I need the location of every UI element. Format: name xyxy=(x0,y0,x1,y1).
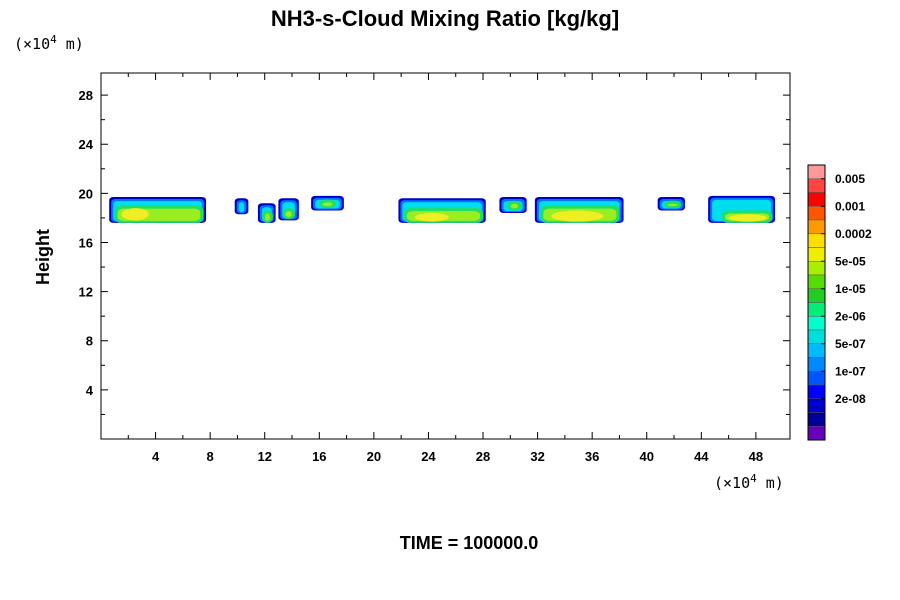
colorbar-swatch xyxy=(807,274,826,289)
colorbar-swatch xyxy=(807,178,826,193)
colorbar-label: 2e-06 xyxy=(835,309,866,323)
x-tick-label: 40 xyxy=(640,449,654,464)
x-tick-label: 4 xyxy=(152,449,160,464)
x-tick-label: 32 xyxy=(530,449,544,464)
colorbar-swatch xyxy=(807,412,826,427)
x-tick-label: 44 xyxy=(694,449,709,464)
x-tick-label: 8 xyxy=(207,449,214,464)
colorbar-frame xyxy=(807,164,826,441)
cloud-cell xyxy=(398,198,486,223)
colorbar-label: 2e-08 xyxy=(835,392,866,406)
colorbar-label: 5e-07 xyxy=(835,337,866,351)
y-tick-label: 20 xyxy=(79,186,93,201)
colorbar-label: 0.001 xyxy=(835,199,865,213)
cloud-field xyxy=(109,195,775,223)
y-tick-label: 16 xyxy=(79,235,93,250)
colorbar-label: 1e-07 xyxy=(835,364,866,378)
colorbar-swatch xyxy=(807,398,826,413)
colorbar-swatch xyxy=(807,329,826,344)
cloud-peak xyxy=(551,210,604,222)
y-tick-label: 8 xyxy=(86,334,93,349)
colorbar-label: 1e-05 xyxy=(835,282,866,296)
cloud-inner xyxy=(238,202,245,213)
x-tick-label: 48 xyxy=(749,449,763,464)
cloud-cell xyxy=(257,203,276,223)
colorbar-swatch xyxy=(807,316,826,331)
y-axis-unit: (×104 m) xyxy=(14,33,84,53)
colorbar: 0.005 0.001 0.0002 5e-05 1e-05 2e-06 5e-07 1e-0… xyxy=(807,164,872,441)
colorbar-swatch xyxy=(807,164,826,179)
x-tick-label: 12 xyxy=(257,449,271,464)
colorbar-swatch xyxy=(807,302,826,317)
y-tick-label: 24 xyxy=(79,137,94,152)
cloud-cell xyxy=(234,198,249,215)
colorbar-swatch xyxy=(807,384,826,399)
y-tick-label: 28 xyxy=(79,88,93,103)
colorbar-label: 5e-05 xyxy=(835,254,866,268)
x-axis-unit: (×104 m) xyxy=(714,472,784,492)
cloud-core-inner xyxy=(285,211,292,218)
cloud-core-inner xyxy=(264,213,270,221)
cloud-cell xyxy=(708,195,775,223)
cloud-peak xyxy=(414,213,449,222)
colorbar-swatch xyxy=(807,192,826,207)
y-tick-label: 4 xyxy=(86,383,94,398)
colorbar-label: 0.005 xyxy=(835,172,865,186)
plot-area-frame xyxy=(100,72,791,440)
cloud-peak xyxy=(728,214,767,222)
colorbar-swatch xyxy=(807,357,826,372)
cloud-core-inner xyxy=(510,203,519,209)
colorbar-swatch xyxy=(807,219,826,234)
cloud-cell xyxy=(657,197,685,211)
colorbar-swatch xyxy=(807,288,826,303)
x-tick-label: 36 xyxy=(585,449,599,464)
x-tick-label: 16 xyxy=(312,449,326,464)
x-tick-label: 20 xyxy=(367,449,381,464)
cloud-core-inner xyxy=(667,203,678,207)
cloud-cell xyxy=(534,197,624,223)
time-label: TIME = 100000.0 xyxy=(400,533,539,553)
colorbar-swatch xyxy=(807,206,826,221)
cloud-cell xyxy=(311,195,344,211)
colorbar-swatch xyxy=(807,247,826,262)
cloud-cell xyxy=(499,197,527,214)
cloud-cell xyxy=(109,197,207,223)
x-tick-label: 28 xyxy=(476,449,490,464)
colorbar-swatch xyxy=(807,261,826,276)
colorbar-label: 0.0002 xyxy=(835,227,872,241)
cloud-cell xyxy=(278,198,299,221)
cloud-peak xyxy=(121,208,149,221)
y-tick-label: 12 xyxy=(79,285,93,300)
y-axis-label: Height xyxy=(33,229,53,285)
chart-title: NH3-s-Cloud Mixing Ratio [kg/kg] xyxy=(271,6,619,31)
cloud-core-inner xyxy=(322,202,333,207)
colorbar-swatch xyxy=(807,371,826,386)
colorbar-swatch xyxy=(807,426,826,441)
colorbar-swatch xyxy=(807,233,826,248)
colorbar-swatch xyxy=(807,343,826,358)
x-tick-label: 24 xyxy=(421,449,436,464)
